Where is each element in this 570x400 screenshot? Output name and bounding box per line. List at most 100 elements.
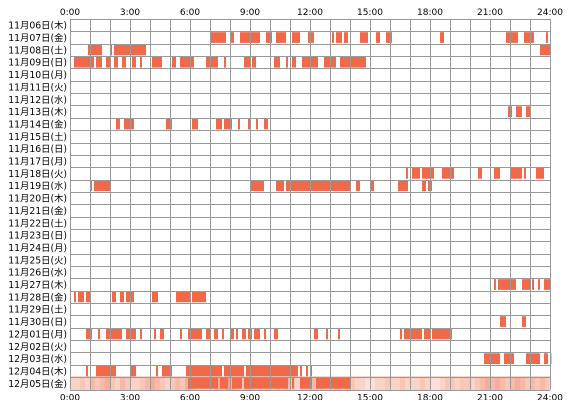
- activity-segment: [186, 365, 222, 377]
- summary-cell: [75, 376, 81, 391]
- activity-segment: [516, 106, 522, 117]
- summary-cell: [70, 376, 76, 391]
- activity-segment: [166, 118, 172, 130]
- x-tick-label-top: 3:00: [120, 8, 140, 18]
- summary-cell: [405, 376, 411, 391]
- summary-cell: [135, 376, 141, 391]
- summary-cell: [80, 376, 86, 391]
- activity-segment: [96, 56, 102, 68]
- activity-segment: [422, 180, 426, 192]
- summary-cell: [85, 376, 91, 391]
- summary-cell: [105, 376, 111, 391]
- activity-segment: [94, 180, 110, 192]
- activity-segment: [292, 56, 296, 68]
- activity-segment: [248, 118, 250, 130]
- activity-segment: [544, 353, 548, 364]
- activity-segment: [74, 56, 94, 68]
- activity-segment: [78, 291, 84, 303]
- activity-segment: [404, 328, 422, 340]
- activity-segment: [250, 180, 264, 192]
- summary-cell: [455, 376, 461, 391]
- x-axis-ticks: 0:00 0:00 3:00 3:00 6:00 6:00 9:00 9:00 12:00 12:…: [60, 8, 563, 400]
- activity-segment: [274, 328, 278, 340]
- summary-cell: [495, 376, 501, 391]
- activity-segment: [86, 291, 90, 303]
- date-label: 11月16日(日): [8, 144, 67, 155]
- activity-segment: [424, 328, 430, 340]
- activity-segment: [264, 328, 266, 340]
- activity-segment: [172, 56, 176, 68]
- activity-segment: [114, 56, 118, 68]
- date-label: 11月13日(木): [8, 106, 67, 118]
- summary-cell: [170, 376, 176, 391]
- activity-segment: [522, 279, 530, 290]
- activity-segment: [286, 56, 288, 68]
- chart-grid: [70, 19, 551, 391]
- activity-segment: [276, 180, 284, 192]
- activity-segment: [266, 32, 272, 43]
- date-label: 11月30日(日): [8, 317, 67, 328]
- summary-cell: [120, 376, 126, 391]
- activity-segment: [106, 328, 122, 340]
- summary-cell: [100, 376, 106, 391]
- activity-segment: [478, 168, 482, 179]
- summary-cell: [365, 376, 371, 391]
- x-tick-label-top: 6:00: [180, 8, 200, 18]
- summary-cell: [465, 376, 471, 391]
- activity-segment: [432, 328, 452, 340]
- activity-segment: [238, 118, 240, 130]
- summary-cell: [460, 376, 466, 391]
- activity-segment: [244, 56, 250, 68]
- activity-segment: [440, 32, 444, 43]
- activity-segment: [494, 168, 500, 179]
- activity-segment: [286, 180, 350, 192]
- activity-segment: [400, 328, 402, 340]
- date-label: 11月21日(金): [8, 205, 67, 217]
- activity-segment: [216, 118, 222, 130]
- summary-cell: [370, 376, 376, 391]
- summary-cell: [540, 376, 546, 391]
- date-label: 12月04日(木): [8, 365, 67, 377]
- activity-segment: [386, 32, 392, 43]
- summary-cell: [110, 376, 116, 391]
- activity-segment: [140, 56, 142, 68]
- date-label: 11月22日(土): [8, 217, 67, 229]
- x-tick-label-bottom: 3:00: [120, 394, 140, 400]
- date-label: 11月08日(土): [8, 44, 67, 56]
- summary-cell: [395, 376, 401, 391]
- summary-cell: [155, 376, 161, 391]
- activity-segment: [176, 291, 190, 303]
- summary-cell: [375, 376, 381, 391]
- date-label: 11月12日(水): [8, 94, 67, 106]
- summary-cell: [425, 376, 431, 391]
- date-label: 11月24日(月): [8, 243, 67, 254]
- summary-cell: [520, 376, 526, 391]
- activity-segment: [254, 328, 260, 340]
- summary-cell: [440, 376, 446, 391]
- activity-segment: [264, 118, 268, 130]
- activity-segment: [484, 353, 500, 364]
- activity-segment: [236, 328, 238, 340]
- activity-segment: [156, 365, 158, 377]
- activity-segment: [276, 32, 286, 43]
- summary-cell: [490, 376, 496, 391]
- date-label: 11月28日(金): [8, 291, 67, 303]
- date-label: 11月25日(火): [8, 255, 67, 266]
- x-tick-label-top: 12:00: [297, 8, 323, 18]
- activity-segment: [88, 44, 102, 56]
- activity-segment: [112, 291, 116, 303]
- date-label: 12月02日(火): [8, 342, 67, 353]
- activity-segment: [412, 168, 420, 179]
- date-label: 11月14日(金): [8, 118, 67, 130]
- summary-cell: [485, 376, 491, 391]
- summary-cell: [125, 376, 131, 391]
- activity-segment: [336, 32, 342, 43]
- summary-cell: [90, 376, 96, 391]
- activity-segment: [316, 377, 350, 389]
- activity-segment: [494, 279, 496, 290]
- date-label: 11月23日(日): [8, 231, 67, 242]
- summary-cell: [160, 376, 166, 391]
- date-label: 11月19日(水): [8, 180, 67, 192]
- activity-segment: [540, 44, 550, 56]
